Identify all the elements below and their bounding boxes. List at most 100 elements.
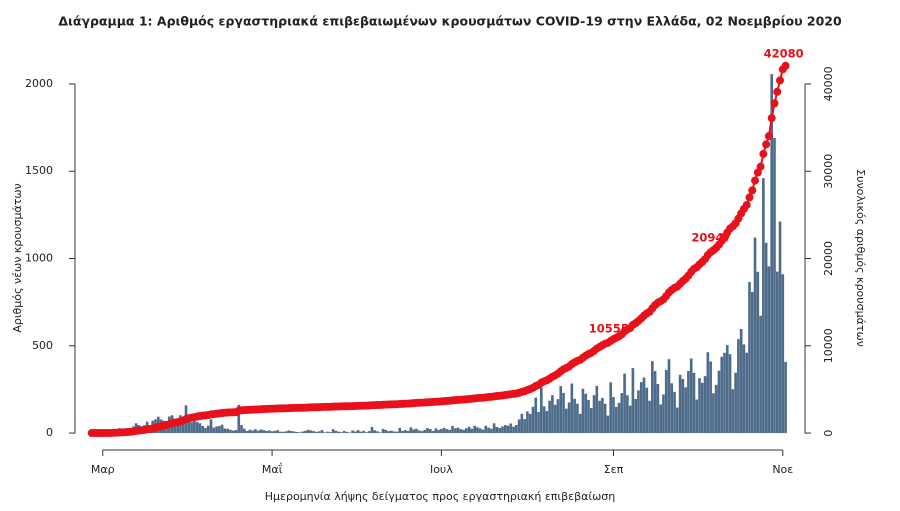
bar <box>734 372 737 434</box>
x-tick-label: Σεπ <box>604 463 624 476</box>
bar <box>401 430 404 434</box>
bar <box>612 397 615 434</box>
bar <box>326 431 329 434</box>
point <box>759 149 768 158</box>
x-tick-label: Μαρ <box>91 463 115 476</box>
bar <box>470 428 474 434</box>
bar <box>614 406 618 434</box>
bar <box>687 370 690 434</box>
bar <box>415 428 418 434</box>
chart-title: Διάγραμμα 1: Αριθμός εργαστηριακά επιβεβ… <box>58 14 842 29</box>
bar <box>398 428 402 434</box>
point <box>742 200 751 209</box>
bar <box>187 416 191 434</box>
bar <box>537 411 540 434</box>
bar <box>598 400 601 434</box>
bar <box>304 430 307 434</box>
bar <box>606 415 610 434</box>
bar <box>773 138 776 434</box>
bar <box>481 429 485 434</box>
point <box>764 132 773 141</box>
bar <box>501 426 504 434</box>
bar <box>387 431 390 434</box>
bar <box>692 372 696 434</box>
bar <box>359 431 363 434</box>
bar <box>564 408 568 434</box>
bar <box>262 430 266 434</box>
y-tick-label: 1500 <box>25 164 53 177</box>
bar <box>601 397 604 434</box>
bar <box>323 432 327 434</box>
bar <box>695 399 699 434</box>
x-tick-label: Νοε <box>772 463 793 476</box>
bar <box>279 431 282 434</box>
bar <box>354 431 357 434</box>
bar <box>423 429 427 434</box>
y-tick-label: 500 <box>32 339 53 352</box>
bar <box>548 400 551 434</box>
bar <box>512 426 515 434</box>
bar <box>534 397 538 434</box>
bar <box>365 432 368 434</box>
bar <box>639 382 643 434</box>
bar <box>781 274 785 434</box>
bar <box>212 427 216 434</box>
bar <box>720 356 724 434</box>
bar <box>356 430 360 434</box>
bar <box>573 398 576 434</box>
bar <box>609 382 613 434</box>
bar <box>764 242 768 434</box>
y-axis-label: Αριθμός νέων κρουσμάτων <box>11 183 24 332</box>
y2-tick-label: 10000 <box>822 328 835 363</box>
bar <box>340 432 343 434</box>
bar <box>290 430 293 434</box>
bar <box>254 429 257 434</box>
bar <box>545 411 549 434</box>
bar <box>417 430 421 434</box>
bar <box>520 413 524 434</box>
bar <box>176 422 180 434</box>
bar <box>406 430 410 434</box>
bar <box>367 431 371 434</box>
bar <box>295 432 299 434</box>
bar <box>342 430 346 434</box>
bar <box>440 428 443 434</box>
bar <box>245 430 249 434</box>
bar <box>712 393 715 434</box>
bar <box>392 431 396 434</box>
bar <box>229 429 232 434</box>
bar <box>259 429 263 434</box>
bar <box>531 406 535 434</box>
bar <box>431 430 435 434</box>
bar <box>379 432 382 434</box>
bar <box>201 425 204 434</box>
bar <box>240 425 243 434</box>
bar <box>198 423 202 434</box>
bar <box>465 428 468 434</box>
bar <box>315 431 318 434</box>
bar <box>753 237 757 434</box>
bar <box>373 430 377 434</box>
bar <box>345 431 349 434</box>
bar <box>562 392 565 434</box>
bar <box>539 387 543 434</box>
bar <box>748 282 751 434</box>
y-tick-label: 2000 <box>25 77 53 90</box>
bar <box>623 373 626 434</box>
bar <box>459 429 463 434</box>
bar <box>251 430 254 434</box>
bar <box>467 426 471 434</box>
bar <box>542 406 546 434</box>
point <box>762 140 771 149</box>
bar <box>503 425 507 434</box>
bar <box>381 428 385 434</box>
bar <box>664 369 668 434</box>
bar <box>676 407 679 434</box>
bar <box>218 426 221 434</box>
bar <box>234 430 238 434</box>
bar <box>270 431 274 434</box>
bar <box>723 352 726 434</box>
bar <box>487 427 490 434</box>
bar <box>420 431 424 434</box>
